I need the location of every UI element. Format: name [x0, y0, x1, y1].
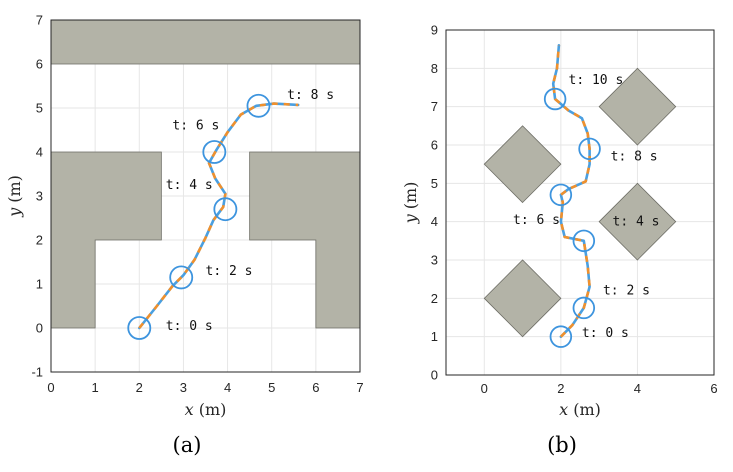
robot-footprint-circle — [572, 296, 596, 320]
axes-box — [50, 19, 361, 373]
obstacle — [598, 67, 677, 146]
trajectory-dashed-line — [138, 102, 299, 329]
x-tick-label: 6 — [312, 380, 319, 395]
time-annotation: t: 0 s — [582, 326, 629, 341]
y-tick-label: 4 — [431, 214, 438, 229]
robot-footprint-circle — [572, 229, 596, 253]
x-tick-label: 2 — [557, 381, 564, 396]
robot-footprint-circle — [213, 197, 238, 222]
time-annotation: t: 8 s — [287, 88, 334, 103]
y-tick-label: 1 — [431, 329, 438, 344]
x-axis-label: x (m) — [185, 400, 227, 419]
robot-footprint-circle — [578, 137, 601, 161]
trajectory-dashed-line — [551, 45, 591, 338]
y-tick-label: 7 — [431, 99, 438, 114]
y-tick-label: 7 — [36, 13, 43, 28]
time-annotation: t: 4 s — [613, 215, 660, 230]
x-tick-label: 0 — [481, 381, 488, 396]
y-tick-label: 3 — [431, 253, 438, 268]
y-tick-label: 5 — [36, 101, 43, 116]
y-tick-label: 0 — [36, 321, 43, 336]
y-tick-label: 1 — [36, 277, 43, 292]
robot-footprint-circle — [549, 183, 573, 207]
robot-footprint-circle — [543, 87, 567, 111]
y-tick-label: 6 — [36, 57, 43, 72]
x-tick-label: 4 — [634, 381, 641, 396]
time-annotation: t: 4 s — [166, 178, 213, 193]
panel-caption: (b) — [547, 433, 577, 457]
panel-caption: (a) — [173, 433, 202, 457]
robot-footprint-circle — [549, 325, 573, 348]
x-axis-label: x (m) — [559, 400, 601, 419]
x-tick-label: 4 — [224, 380, 231, 395]
obstacle — [483, 125, 562, 204]
robot-footprint-circle — [246, 93, 271, 118]
y-tick-label: 5 — [431, 176, 438, 191]
time-annotation: t: 2 s — [206, 264, 253, 279]
obstacle — [598, 182, 677, 261]
time-annotation: t: 10 s — [569, 73, 624, 88]
x-tick-label: 3 — [180, 380, 187, 395]
y-axis-label: y (m) — [5, 175, 24, 218]
y-tick-label: 4 — [36, 145, 43, 160]
time-annotation: t: 0 s — [166, 319, 213, 334]
x-tick-label: 5 — [268, 380, 275, 395]
y-tick-label: 8 — [431, 61, 438, 76]
y-tick-label: 3 — [36, 189, 43, 204]
x-tick-label: 7 — [356, 380, 363, 395]
x-tick-label: 1 — [92, 380, 99, 395]
panel-b: 0 2 4 6 0 1 2 3 4 5 6 7 8 9 t: 0 s t: 2 s t: 4 s t: 6 s t:… — [401, 23, 718, 458]
time-annotation: t: 2 s — [603, 284, 650, 299]
y-tick-label: -1 — [31, 365, 43, 380]
robot-footprint-circle — [169, 265, 194, 290]
y-tick-label: 9 — [431, 23, 438, 38]
x-tick-label: 2 — [136, 380, 143, 395]
y-tick-label: 2 — [431, 291, 438, 306]
obstacle — [483, 259, 562, 338]
time-annotation: t: 8 s — [611, 150, 658, 165]
obstacle — [50, 19, 361, 65]
x-tick-label: 0 — [47, 380, 54, 395]
x-tick-label: 6 — [710, 381, 717, 396]
y-tick-label: 6 — [431, 138, 438, 153]
time-annotation: t: 6 s — [513, 213, 560, 228]
panel-a: 0 1 2 3 4 5 6 7 -1 0 1 2 3 4 5 6 7 t: 0 s t: 2 s t: 4 s t: 6… — [5, 13, 364, 458]
robot-footprint-circle — [127, 316, 152, 340]
time-annotation: t: 6 s — [172, 119, 219, 134]
y-tick-label: 0 — [431, 368, 438, 383]
axes-box — [445, 29, 715, 376]
robot-footprint-circle — [202, 140, 227, 164]
y-tick-label: 2 — [36, 233, 43, 248]
y-axis-label: y (m) — [401, 182, 420, 225]
